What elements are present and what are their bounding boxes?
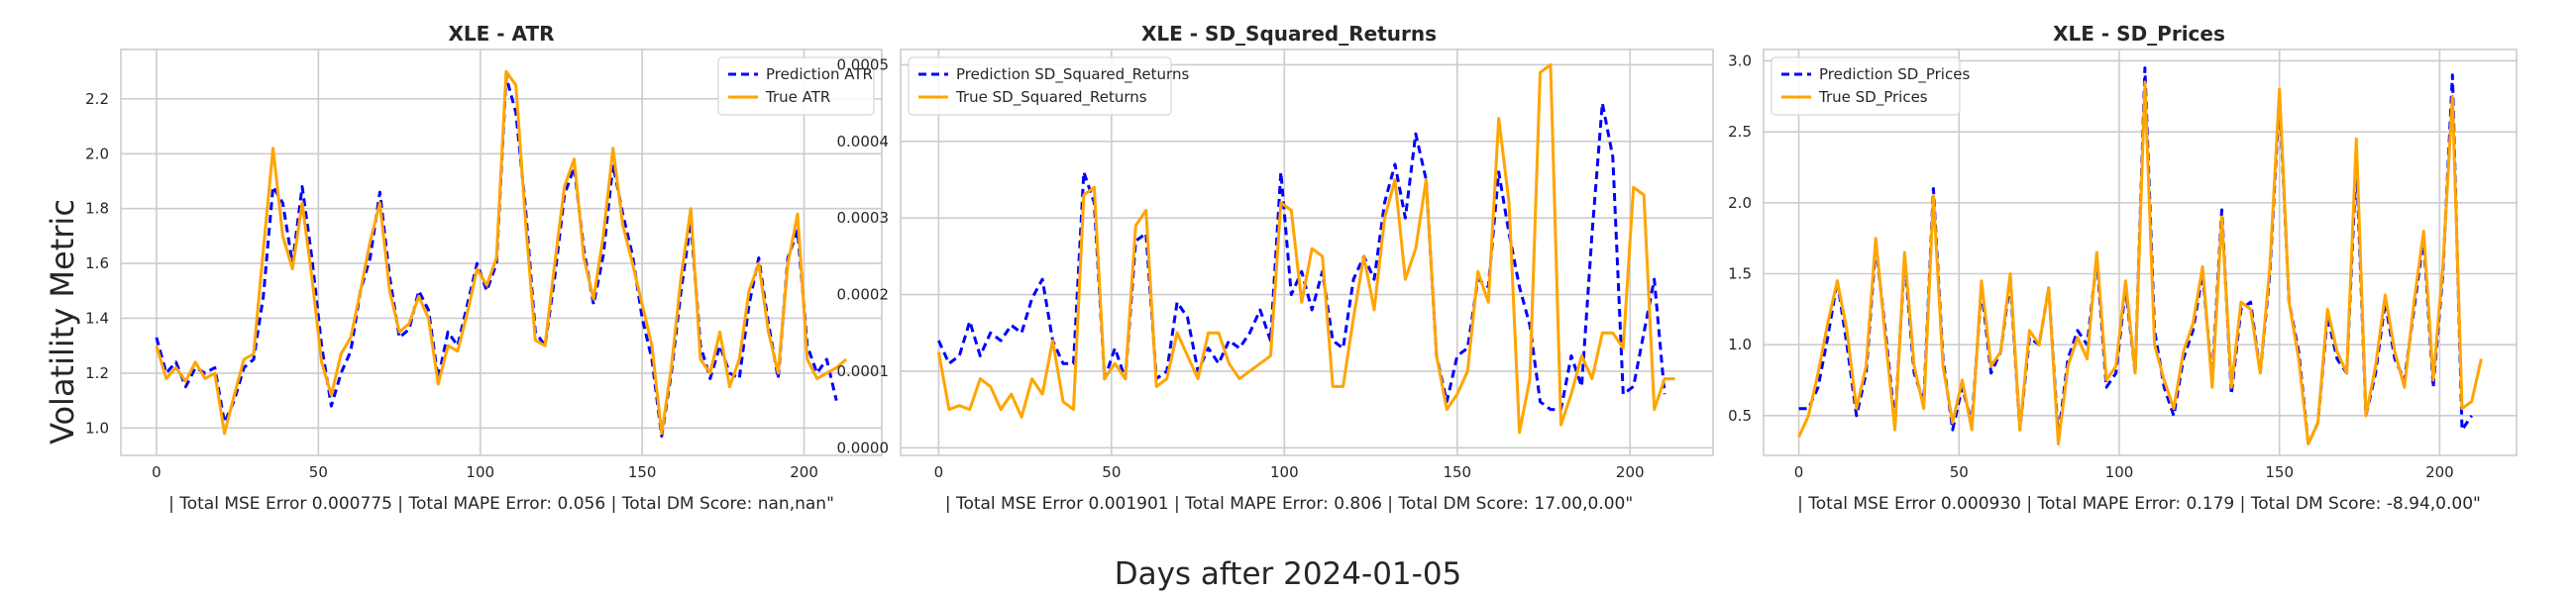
chart-title: XLE - SD_Squared_Returns: [1141, 22, 1437, 46]
plot-area: [121, 50, 882, 455]
plot-frame: [120, 49, 883, 456]
legend-label: Prediction SD_Squared_Returns: [956, 65, 1189, 84]
x-axis-supxlabel: Days after 2024-01-05: [1115, 556, 1462, 592]
legend: Prediction SD_Prices True SD_Prices: [1771, 56, 1970, 116]
y-tick-label: 0.0005: [837, 55, 890, 73]
x-tick-label: 100: [1270, 463, 1299, 481]
y-tick-label: 0.5: [1728, 407, 1752, 425]
y-axis-label: Volatility Metric: [44, 199, 81, 445]
chart-panel-sd-squared-returns: XLE - SD_Squared_Returns | Total MSE Err…: [837, 22, 1714, 514]
chart-title: XLE - ATR: [448, 22, 554, 46]
y-tick-label: 1.6: [85, 254, 109, 272]
x-tick-label: 50: [1102, 463, 1121, 481]
series-line: [937, 101, 1666, 412]
x-tick-label: 100: [466, 463, 494, 481]
y-tick-label: 2.0: [1728, 194, 1752, 212]
x-tick-label: 0: [934, 463, 944, 481]
x-tick-label: 150: [1443, 463, 1471, 481]
legend: Prediction ATR True ATR: [717, 56, 875, 116]
legend-box: [908, 56, 1172, 116]
y-tick-label: 3.0: [1728, 51, 1752, 69]
y-tick-label: 2.5: [1728, 123, 1752, 141]
series-line: [936, 63, 1675, 435]
chart-title: XLE - SD_Prices: [2053, 22, 2225, 46]
y-tick-label: 0.0003: [837, 209, 890, 227]
x-tick-label: 0: [1794, 463, 1804, 481]
legend: Prediction SD_Squared_Returns True SD_Squ…: [908, 56, 1189, 116]
plot-frame: [900, 49, 1714, 456]
x-tick-label: 150: [628, 463, 657, 481]
legend-label: True ATR: [765, 88, 830, 106]
y-tick-label: 2.0: [85, 145, 109, 162]
y-tick-label: 0.0001: [837, 362, 890, 380]
chart-panel-atr: XLE - ATR | Total MSE Error 0.000775 | T…: [85, 22, 883, 514]
chart-stats-label: | Total MSE Error 0.001901 | Total MAPE …: [945, 494, 1633, 514]
legend-box: [717, 56, 875, 116]
legend-label: True SD_Prices: [1818, 88, 1928, 107]
y-tick-label: 2.2: [85, 90, 109, 108]
y-tick-label: 0.0000: [837, 439, 890, 456]
legend-label: Prediction SD_Prices: [1819, 65, 1970, 84]
x-tick-label: 50: [1950, 463, 1969, 481]
x-tick-label: 0: [152, 463, 161, 481]
series-line: [1797, 80, 2483, 446]
y-tick-label: 1.5: [1728, 265, 1752, 283]
chart-stats-label: | Total MSE Error 0.000775 | Total MAPE …: [168, 494, 834, 514]
legend-label: Prediction ATR: [766, 65, 873, 83]
chart-panel-sd-prices: XLE - SD_Prices | Total MSE Error 0.0009…: [1728, 22, 2518, 514]
x-tick-label: 200: [790, 463, 818, 481]
legend-box: [1771, 56, 1961, 116]
y-tick-label: 1.0: [85, 419, 109, 437]
y-tick-label: 1.2: [85, 364, 109, 382]
plot-frame: [1763, 49, 2518, 456]
plot-area: [901, 50, 1713, 455]
y-tick-label: 1.8: [85, 200, 109, 218]
x-tick-label: 50: [309, 463, 328, 481]
x-tick-label: 200: [2425, 463, 2454, 481]
x-tick-label: 150: [2265, 463, 2294, 481]
y-tick-label: 0.0002: [837, 286, 890, 304]
series-line: [155, 69, 848, 436]
y-tick-label: 1.4: [85, 309, 109, 327]
y-tick-label: 0.0004: [837, 133, 890, 150]
legend-label: True SD_Squared_Returns: [955, 88, 1147, 107]
chart-stats-label: | Total MSE Error 0.000930 | Total MAPE …: [1797, 494, 2481, 514]
y-tick-label: 1.0: [1728, 336, 1752, 353]
x-tick-label: 200: [1616, 463, 1645, 481]
x-tick-label: 100: [2105, 463, 2134, 481]
